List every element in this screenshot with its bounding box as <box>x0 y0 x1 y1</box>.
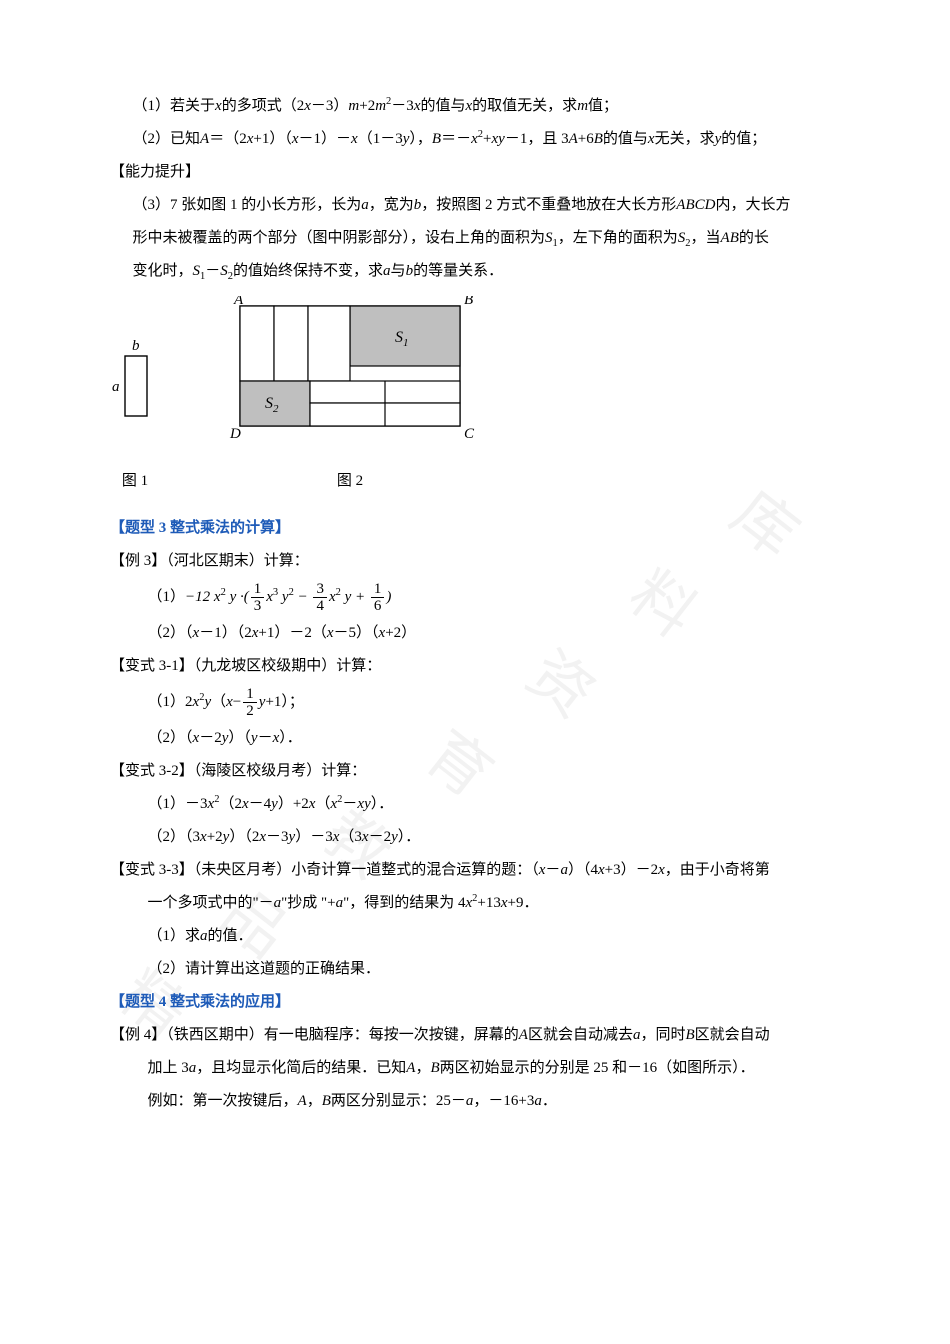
figure-2: A B C D S1 S2 图 2 <box>220 296 480 498</box>
type4-heading: 【题型 4 整式乘法的应用】 <box>110 986 840 1019</box>
svg-text:C: C <box>464 426 475 442</box>
figures-row: b a 图 1 A B C D S1 S2 <box>110 296 840 498</box>
figure-1: b a 图 1 <box>110 336 160 498</box>
q3-line2: 形中未被覆盖的两个部分（图中阴影部分），设右上角的面积为S1，左下角的面积为S2… <box>110 222 840 255</box>
type3-heading: 【题型 3 整式乘法的计算】 <box>110 512 840 545</box>
v33-q2: （2）请计算出这道题的正确结果． <box>110 953 840 986</box>
ex3-1: （1）−12 x2 y ·(13x3 y2 − 34x2 y + 16) <box>110 578 840 617</box>
v32-2: （2）（3x+2y）（2x－3y）－3x（3x－2y）． <box>110 821 840 854</box>
ex4-line3: 例如：第一次按键后，A，B两区分别显示：25－a，－16+3a． <box>110 1085 840 1118</box>
fig1-b-label: b <box>132 338 140 354</box>
ex4-line2: 加上 3a，且均显示化简后的结果．已知A，B两区初始显示的分别是 25 和－16… <box>110 1052 840 1085</box>
figure-1-svg: b a <box>110 336 160 446</box>
ability-heading: 【能力提升】 <box>110 156 840 189</box>
v31-title: 【变式 3-1】（九龙坡区校级期中）计算： <box>110 650 840 683</box>
fig1-a-label: a <box>112 379 120 395</box>
figure-2-svg: A B C D S1 S2 <box>220 296 480 446</box>
figure-2-label: 图 2 <box>220 465 480 498</box>
q1-line: （1）若关于x的多项式（2x－3）m+2m2－3x的值与x的取值无关，求m值； <box>110 90 840 123</box>
figure-1-label: 图 1 <box>110 465 160 498</box>
svg-text:D: D <box>229 426 241 442</box>
q3-line3: 变化时，S1－S2的值始终保持不变，求a与b的等量关系． <box>110 255 840 288</box>
v32-1: （1）－3x2（2x－4y）+2x（x2－xy）． <box>110 788 840 821</box>
v32-title: 【变式 3-2】（海陵区校级月考）计算： <box>110 755 840 788</box>
v33-q1: （1）求a的值． <box>110 920 840 953</box>
q3-line1: （3）7 张如图 1 的小长方形，长为a，宽为b，按照图 2 方式不重叠地放在大… <box>110 189 840 222</box>
v33-line1: 【变式 3-3】（未央区月考）小奇计算一道整式的混合运算的题：（x－a）（4x+… <box>110 854 840 887</box>
svg-text:B: B <box>464 296 473 308</box>
q2-line: （2）已知A＝（2x+1）（x－1）－x（1－3y），B＝－x2+xy－1，且 … <box>110 123 840 156</box>
ex4-line1: 【例 4】（铁西区期中）有一电脑程序：每按一次按键，屏幕的A区就会自动减去a，同… <box>110 1019 840 1052</box>
v33-line2: 一个多项式中的"－a"抄成 "+a"，得到的结果为 4x2+13x+9． <box>110 887 840 920</box>
v31-1: （1）2x2y（x−12y+1）； <box>110 683 840 722</box>
svg-text:A: A <box>233 296 244 308</box>
v31-2: （2）（x－2y）（y－x）． <box>110 722 840 755</box>
ex3-2: （2）（x－1）（2x+1）－2（x－5）（x+2） <box>110 617 840 650</box>
ex3-title: 【例 3】（河北区期末）计算： <box>110 545 840 578</box>
